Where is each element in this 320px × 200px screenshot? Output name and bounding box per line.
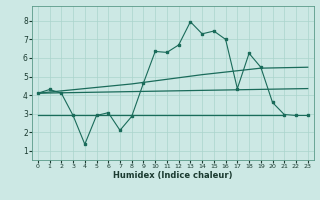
X-axis label: Humidex (Indice chaleur): Humidex (Indice chaleur): [113, 171, 233, 180]
